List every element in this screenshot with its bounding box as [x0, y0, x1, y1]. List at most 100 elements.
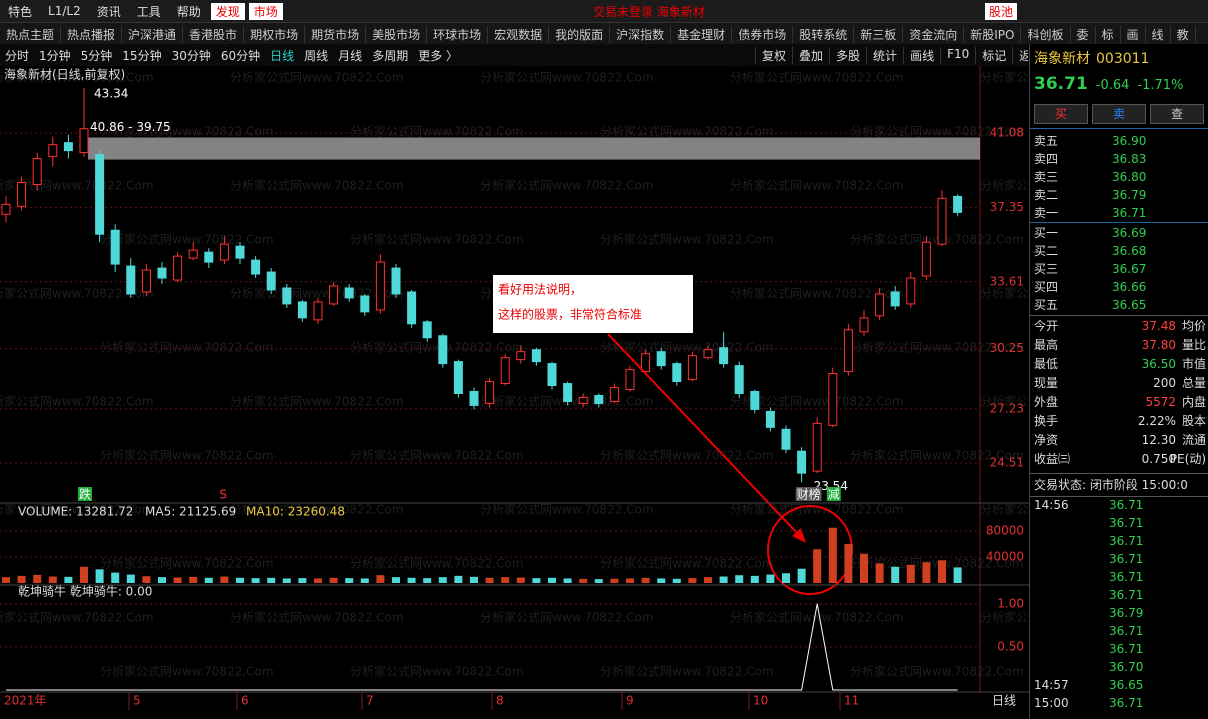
period-tab[interactable]: 5分钟	[80, 48, 113, 63]
volume-bar	[345, 578, 354, 583]
watermark: 分析家公式网www.70822.Com	[230, 178, 404, 193]
candle-body	[251, 259, 261, 275]
menu-item[interactable]: 帮助	[176, 4, 201, 19]
tool-button[interactable]: 画线	[903, 46, 940, 64]
volume-bar	[860, 553, 868, 583]
candle-body	[173, 255, 183, 281]
tick-row: 36.79	[1034, 604, 1206, 622]
candle-body	[313, 301, 323, 321]
period-tab[interactable]: 日线	[270, 48, 295, 63]
watermark: 分析家公式网www.70822.Com	[980, 286, 1029, 301]
candle-body	[719, 347, 729, 365]
period-tab[interactable]: 15分钟	[122, 48, 162, 63]
signal-box	[218, 487, 233, 501]
book-label: 卖五	[1034, 134, 1059, 148]
candle-body	[141, 269, 151, 293]
nav-item[interactable]: 股转系统	[793, 25, 855, 43]
tool-button[interactable]: 标记	[975, 46, 1012, 64]
period-tab[interactable]: 更多 〉	[418, 48, 459, 63]
candle-body	[110, 229, 120, 265]
nav-item[interactable]: 香港股市	[183, 25, 245, 43]
candle-body	[79, 128, 89, 154]
nav-item[interactable]: 我的版面	[549, 25, 611, 43]
period-tab[interactable]: 月线	[338, 48, 363, 63]
nav-item[interactable]: 期货市场	[305, 25, 367, 43]
book-label: 买三	[1034, 262, 1059, 276]
nav-item[interactable]: 标	[1096, 25, 1121, 43]
trade-button[interactable]: 卖	[1092, 104, 1146, 124]
tool-button[interactable]: F10	[940, 46, 975, 64]
menu-item[interactable]: 发现	[210, 2, 245, 20]
candle-body	[921, 241, 931, 277]
candle-body	[797, 450, 807, 474]
watermark: 分析家公式网www.70822.Com	[600, 664, 774, 679]
nav-item[interactable]: 委	[1071, 25, 1096, 43]
nav-item[interactable]: 债券市场	[732, 25, 794, 43]
volume-bar	[610, 578, 619, 583]
watermark: 分析家公式网www.70822.Com	[350, 556, 524, 571]
nav-item[interactable]: 科创板	[1021, 25, 1071, 43]
callout-box	[493, 275, 693, 333]
nav-item[interactable]: 宏观数据	[488, 25, 550, 43]
tool-button[interactable]: 返回	[1012, 46, 1028, 64]
tool-button[interactable]: 复权	[755, 46, 792, 64]
menu-item[interactable]: L1/L2	[48, 4, 81, 18]
signal-box	[795, 487, 822, 501]
nav-item[interactable]: 期权市场	[244, 25, 306, 43]
nav-item[interactable]: 美股市场	[366, 25, 428, 43]
period-tab[interactable]: 分时	[5, 48, 30, 63]
tick-time: 14:57	[1034, 678, 1069, 692]
book-price: 36.83	[1112, 152, 1147, 166]
candle-body	[63, 142, 73, 152]
nav-item[interactable]: 教	[1171, 25, 1196, 43]
stat-row: 换手 2.22% 股本	[1034, 412, 1206, 430]
volume-bar	[875, 563, 884, 583]
nav-item[interactable]: 新股IPO	[964, 25, 1022, 43]
watermark: 分析家公式网www.70822.Com	[730, 286, 904, 301]
stat-value: 36.50	[1141, 357, 1176, 371]
period-tab[interactable]: 周线	[304, 48, 329, 63]
period-tab[interactable]: 多周期	[372, 48, 409, 63]
nav-item[interactable]: 资金流向	[903, 25, 965, 43]
nav-item[interactable]: 基金理财	[671, 25, 733, 43]
volume-bar	[813, 549, 822, 583]
volume-bar	[329, 577, 338, 583]
callout-arrow	[607, 333, 801, 537]
watermark: 分析家公式网www.70822.Com	[730, 178, 904, 193]
menu-item[interactable]: 特色	[8, 4, 33, 19]
volume-bar	[80, 566, 88, 583]
trade-button[interactable]: 买	[1034, 104, 1088, 124]
menu-item[interactable]: 工具	[136, 4, 161, 19]
watermark: 分析家公式网www.70822.Com	[480, 178, 654, 193]
stock-pool-button[interactable]: 股池	[985, 2, 1018, 20]
nav-item[interactable]: 沪深港通	[122, 25, 184, 43]
nav-item[interactable]: 热点播报	[61, 25, 123, 43]
menu-item[interactable]: 市场	[248, 2, 283, 20]
volume-bar	[828, 527, 837, 583]
menu-item[interactable]: 资讯	[96, 4, 121, 19]
trade-button[interactable]: 查	[1150, 104, 1204, 124]
candle-body	[126, 265, 136, 295]
nav-item[interactable]: 沪深指数	[610, 25, 672, 43]
watermark: 分析家公式网www.70822.Com	[230, 70, 404, 85]
period-tab[interactable]: 1分钟	[39, 48, 71, 63]
nav-item[interactable]: 新三板	[854, 25, 904, 43]
volume-bar	[111, 572, 120, 583]
tool-button[interactable]: 多股	[829, 46, 866, 64]
candle-body	[282, 287, 292, 305]
volume-bar	[657, 578, 666, 583]
nav-item[interactable]: 线	[1146, 25, 1171, 43]
tool-button[interactable]: 统计	[866, 46, 903, 64]
period-tab[interactable]: 60分钟	[220, 48, 261, 63]
volume-bar	[220, 576, 229, 583]
volume-legend: MA10: 23260.48	[246, 505, 345, 519]
period-tab[interactable]: 30分钟	[171, 48, 211, 63]
volume-bar	[376, 575, 385, 583]
nav-item[interactable]: 热点主题	[0, 25, 62, 43]
y-tick-label: 1.00	[997, 596, 1024, 610]
volume-bar	[158, 577, 166, 583]
stat-value: 2.22%	[1137, 414, 1176, 428]
nav-item[interactable]: 环球市场	[427, 25, 489, 43]
nav-item[interactable]: 画	[1121, 25, 1146, 43]
tool-button[interactable]: 叠加	[792, 46, 829, 64]
